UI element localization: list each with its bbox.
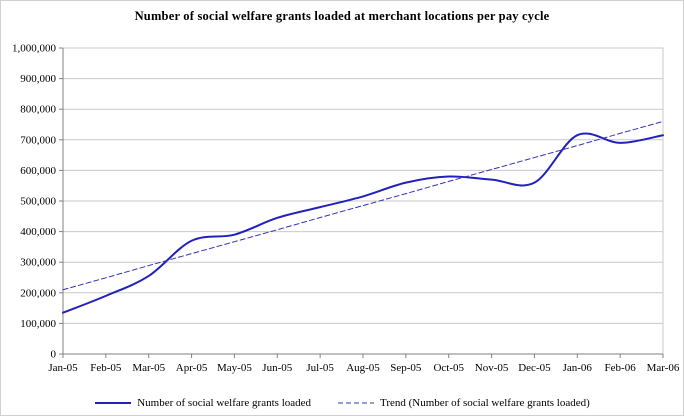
y-axis-label: 600,000 (20, 165, 56, 177)
x-axis-label: Sep-05 (390, 362, 422, 374)
y-axis-label: 400,000 (20, 226, 56, 238)
x-axis-label: May-05 (217, 362, 252, 374)
x-axis-label: Oct-05 (433, 362, 464, 374)
chart-title: Number of social welfare grants loaded a… (134, 9, 550, 23)
trend-line (62, 120, 664, 291)
x-axis-label: Jan-06 (563, 362, 593, 374)
x-axis-label: Apr-05 (176, 362, 208, 374)
x-axis-label: Feb-05 (90, 362, 122, 374)
y-axis-label: 200,000 (20, 287, 56, 299)
x-axis-label: Nov-05 (475, 362, 509, 374)
trend-line-swatch (338, 402, 375, 404)
x-axis-label: Dec-05 (518, 362, 551, 374)
series-line (62, 132, 664, 314)
y-axis-label: 900,000 (20, 73, 56, 85)
y-axis-label: 0 (51, 349, 57, 361)
legend-label-trend: Trend (Number of social welfare grants l… (380, 397, 590, 409)
x-axis-label: Jan-05 (48, 362, 78, 374)
x-axis-label: Jun-05 (262, 362, 292, 374)
legend-item-trend: Trend (Number of social welfare grants l… (337, 397, 590, 409)
y-axis-label: 300,000 (20, 257, 56, 269)
x-axis-label: Jul-05 (306, 362, 334, 374)
y-axis-label: 500,000 (20, 196, 56, 208)
y-axis-label: 700,000 (20, 134, 56, 146)
y-axis-label: 1,000,000 (12, 43, 57, 55)
x-axis-label: Mar-05 (132, 362, 165, 374)
x-axis-label: Feb-06 (605, 362, 637, 374)
legend-label-series: Number of social welfare grants loaded (137, 397, 312, 409)
line-chart: 0 100,000 200,000 300,000 400,000 500,000 600,… (12, 43, 680, 375)
chart-legend: Number of social welfare grants loaded T… (1, 397, 683, 409)
legend-item-series: Number of social welfare grants loaded (94, 397, 311, 409)
y-axis-label: 100,000 (20, 318, 56, 330)
x-axis-label: Aug-05 (346, 362, 380, 374)
x-axis-label: Mar-06 (647, 362, 680, 374)
series-line-swatch (95, 402, 132, 404)
y-axis-label: 800,000 (20, 104, 56, 116)
